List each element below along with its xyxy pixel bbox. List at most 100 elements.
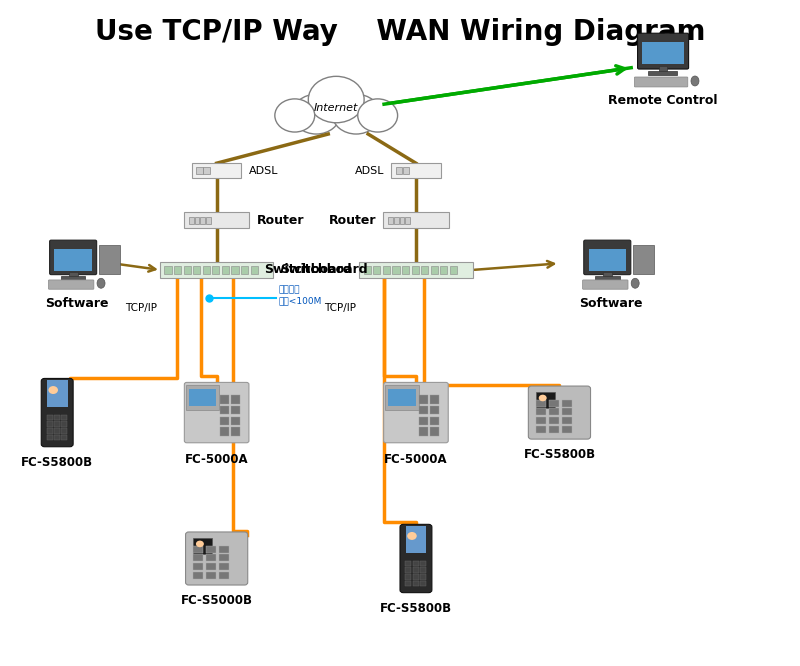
FancyBboxPatch shape [219,428,229,436]
FancyBboxPatch shape [165,266,171,274]
FancyBboxPatch shape [194,571,203,579]
Text: FC-S5800B: FC-S5800B [523,448,595,462]
Circle shape [292,95,340,134]
FancyBboxPatch shape [241,266,248,274]
FancyBboxPatch shape [218,554,229,561]
FancyBboxPatch shape [230,406,240,414]
FancyBboxPatch shape [634,77,688,87]
Text: 五类网线
距离<100M: 五类网线 距离<100M [279,286,322,305]
FancyBboxPatch shape [54,415,60,420]
FancyBboxPatch shape [46,435,53,440]
FancyBboxPatch shape [430,417,439,425]
FancyBboxPatch shape [61,415,67,420]
FancyBboxPatch shape [413,581,418,586]
FancyBboxPatch shape [386,385,418,410]
Ellipse shape [97,278,105,288]
FancyBboxPatch shape [430,428,439,436]
FancyBboxPatch shape [595,276,620,281]
FancyBboxPatch shape [218,571,229,579]
FancyBboxPatch shape [420,561,426,566]
FancyBboxPatch shape [218,563,229,570]
FancyBboxPatch shape [549,400,559,407]
FancyBboxPatch shape [420,574,426,579]
FancyBboxPatch shape [42,378,73,447]
Circle shape [275,99,314,132]
FancyBboxPatch shape [99,245,120,274]
FancyBboxPatch shape [364,266,371,274]
Circle shape [332,95,380,134]
FancyBboxPatch shape [603,272,612,278]
FancyBboxPatch shape [50,240,97,274]
FancyBboxPatch shape [562,400,572,407]
FancyBboxPatch shape [411,266,418,274]
FancyBboxPatch shape [194,216,199,224]
FancyBboxPatch shape [419,406,428,414]
FancyBboxPatch shape [389,389,415,406]
Circle shape [358,99,398,132]
Text: Router: Router [257,214,304,226]
FancyBboxPatch shape [189,216,194,224]
FancyBboxPatch shape [193,266,200,274]
FancyBboxPatch shape [194,545,203,553]
FancyBboxPatch shape [54,435,60,440]
Text: Switchboard: Switchboard [265,264,352,276]
FancyBboxPatch shape [430,396,439,404]
FancyBboxPatch shape [536,408,546,416]
FancyBboxPatch shape [642,42,684,65]
FancyBboxPatch shape [549,408,559,416]
FancyBboxPatch shape [160,262,274,278]
FancyBboxPatch shape [633,245,654,274]
FancyBboxPatch shape [218,545,229,553]
FancyBboxPatch shape [189,389,216,406]
FancyBboxPatch shape [536,417,546,424]
FancyBboxPatch shape [383,266,390,274]
FancyBboxPatch shape [589,250,626,270]
FancyBboxPatch shape [536,426,546,433]
FancyBboxPatch shape [219,417,229,425]
FancyBboxPatch shape [430,406,439,414]
Ellipse shape [691,76,699,86]
FancyBboxPatch shape [359,262,473,278]
FancyBboxPatch shape [394,216,399,224]
Text: Software: Software [579,296,643,310]
FancyBboxPatch shape [648,71,677,75]
FancyBboxPatch shape [69,272,78,278]
FancyBboxPatch shape [406,561,411,566]
FancyBboxPatch shape [430,266,438,274]
FancyBboxPatch shape [203,167,210,174]
FancyBboxPatch shape [389,216,394,224]
FancyBboxPatch shape [402,167,409,174]
FancyBboxPatch shape [186,385,219,410]
Text: Remote Control: Remote Control [608,95,718,107]
FancyBboxPatch shape [419,428,428,436]
Text: Software: Software [46,296,109,310]
FancyBboxPatch shape [206,563,216,570]
FancyBboxPatch shape [584,240,630,274]
Ellipse shape [631,278,639,288]
Text: Router: Router [329,214,376,226]
Text: TCP/IP: TCP/IP [324,303,356,313]
FancyBboxPatch shape [230,428,240,436]
FancyBboxPatch shape [658,66,667,73]
Text: FC-S5800B: FC-S5800B [21,456,94,469]
FancyBboxPatch shape [193,538,212,554]
FancyBboxPatch shape [536,400,546,407]
FancyBboxPatch shape [46,415,53,420]
FancyBboxPatch shape [49,280,94,289]
Text: FC-5000A: FC-5000A [185,453,249,466]
FancyBboxPatch shape [420,581,426,586]
FancyBboxPatch shape [46,422,53,427]
FancyBboxPatch shape [419,417,428,425]
FancyBboxPatch shape [194,554,203,561]
FancyBboxPatch shape [413,561,418,566]
FancyBboxPatch shape [419,396,428,404]
FancyBboxPatch shape [374,266,381,274]
Circle shape [196,541,204,547]
FancyBboxPatch shape [562,417,572,424]
FancyBboxPatch shape [393,266,400,274]
FancyBboxPatch shape [54,250,92,270]
FancyBboxPatch shape [54,422,60,427]
FancyBboxPatch shape [413,567,418,573]
FancyBboxPatch shape [406,581,411,586]
FancyBboxPatch shape [212,266,219,274]
